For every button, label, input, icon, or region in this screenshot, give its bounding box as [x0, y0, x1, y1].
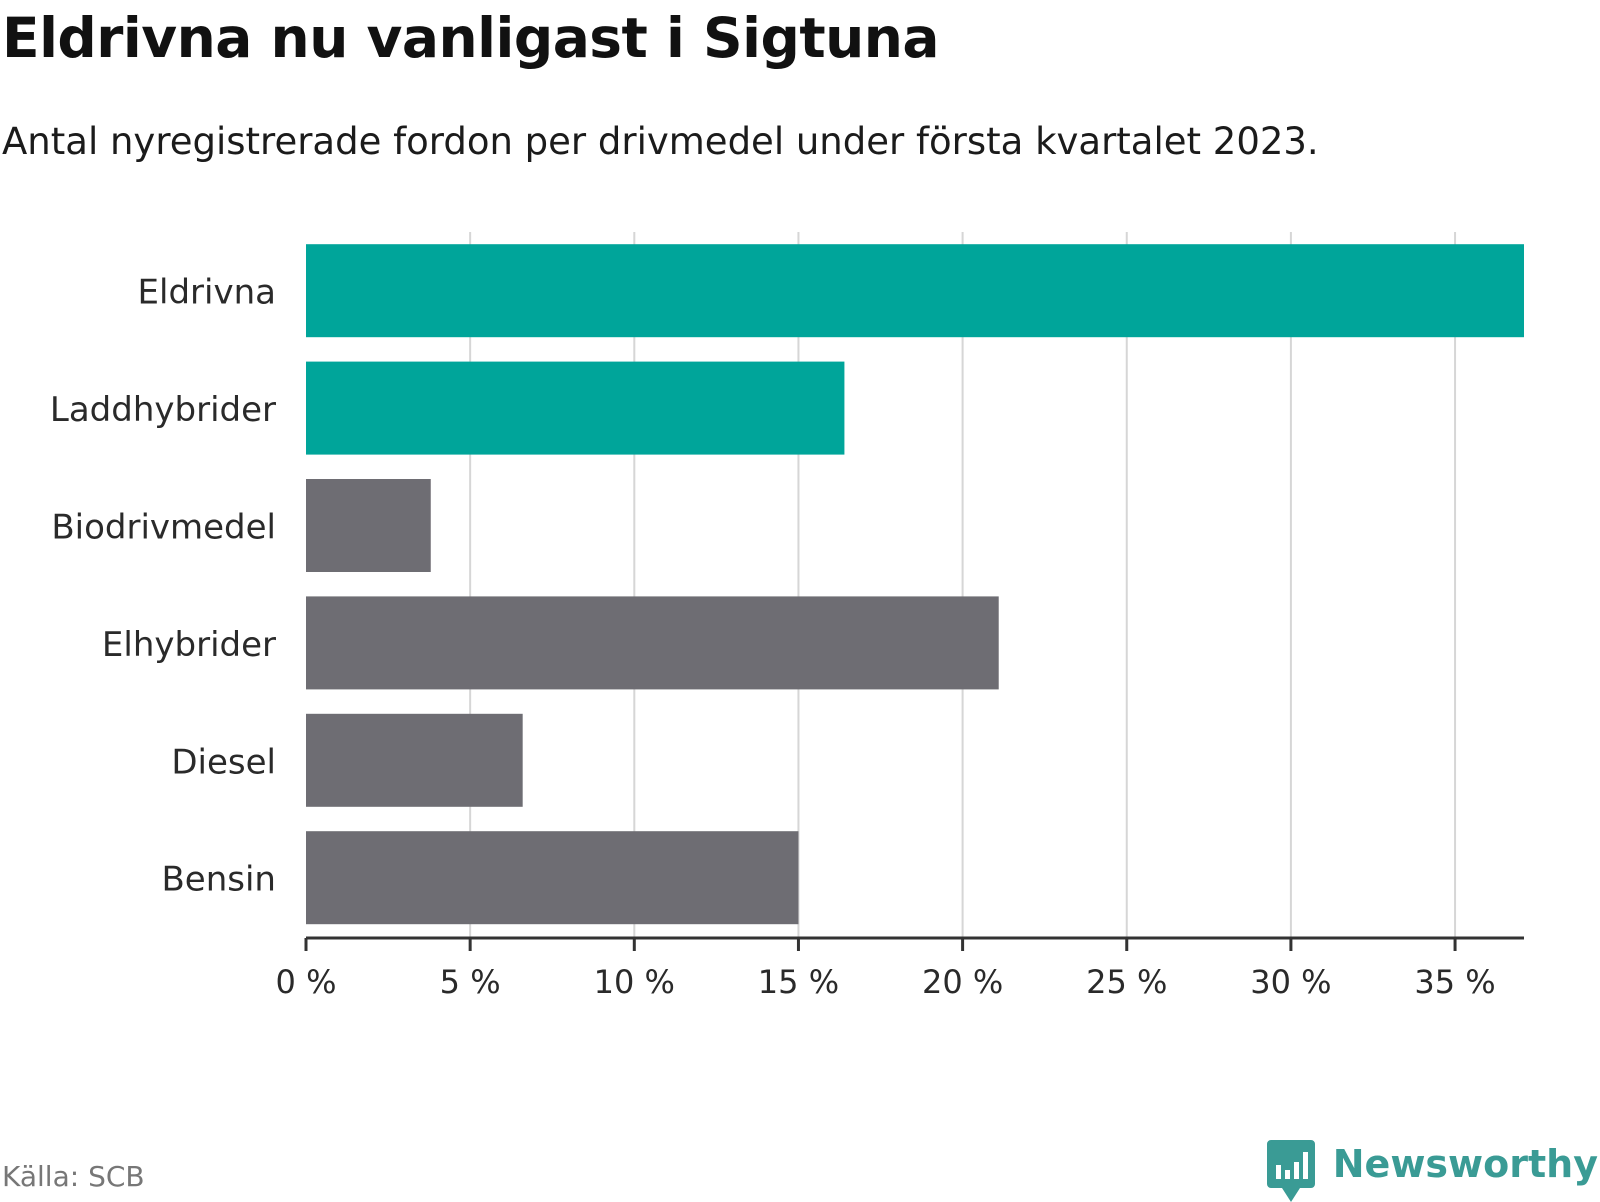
- bars: [306, 244, 1524, 925]
- bar-chart: Eldrivna Laddhybrider Biodrivmedel Elhybrid…: [50, 232, 1524, 1001]
- x-tick-label: 35 %: [1414, 963, 1495, 1001]
- x-tick-label: 10 %: [594, 963, 675, 1001]
- category-labels: Eldrivna Laddhybrider Biodrivmedel Elhybrid…: [50, 273, 276, 900]
- source-note: Källa: SCB: [2, 1160, 145, 1193]
- bar-biodrivmedel: [306, 479, 431, 572]
- category-label-diesel: Diesel: [171, 742, 276, 782]
- bar-chart-speech-bubble-icon: [1266, 1140, 1315, 1202]
- bar-laddhybrider: [306, 361, 845, 455]
- chart-title: Eldrivna nu vanligast i Sigtuna: [2, 6, 940, 70]
- category-label-elhybrider: Elhybrider: [102, 625, 276, 665]
- category-label-eldrivna: Eldrivna: [138, 273, 276, 313]
- bar-elhybrider: [306, 596, 999, 690]
- category-label-laddhybrider: Laddhybrider: [50, 390, 276, 430]
- category-label-biodrivmedel: Biodrivmedel: [51, 508, 276, 548]
- category-label-bensin: Bensin: [161, 860, 276, 900]
- brand-name: Newsworthy: [1332, 1142, 1598, 1186]
- bar-eldrivna: [306, 244, 1524, 338]
- gridlines: [469, 232, 1457, 938]
- x-tick-label: 25 %: [1086, 963, 1167, 1001]
- x-axis: 0 % 5 % 10 % 15 % 20 % 25 % 30 % 35 %: [276, 936, 1524, 1001]
- bar-diesel: [306, 713, 523, 807]
- bar-bensin: [306, 831, 799, 925]
- x-tick-label: 30 %: [1250, 963, 1331, 1001]
- brand-logo: Newsworthy: [1266, 1140, 1598, 1202]
- x-tick-label: 5 %: [440, 963, 501, 1001]
- x-tick-label: 0 %: [276, 963, 337, 1001]
- chart-subtitle: Antal nyregistrerade fordon per drivmede…: [2, 120, 1319, 163]
- x-tick-label: 20 %: [922, 963, 1003, 1001]
- x-tick-label: 15 %: [758, 963, 839, 1001]
